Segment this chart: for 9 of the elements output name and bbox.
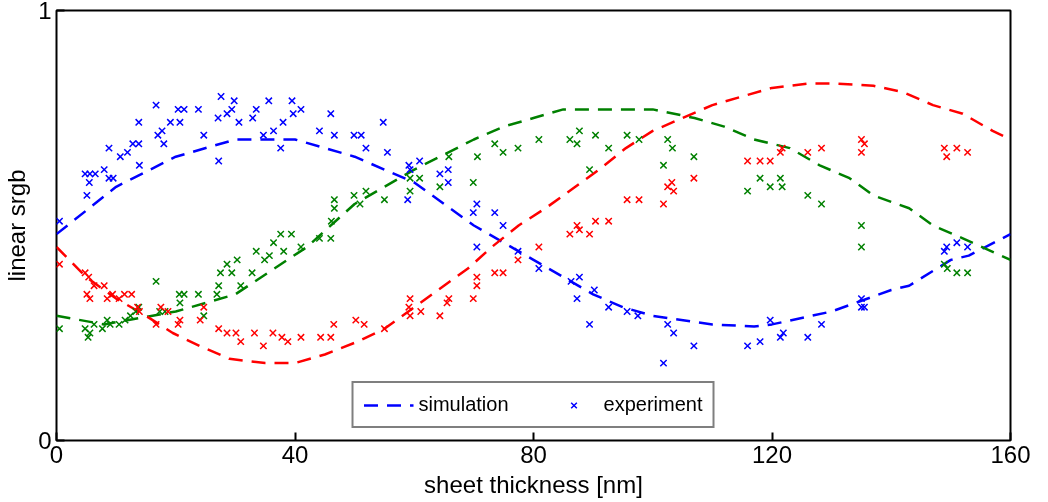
- x-axis-title: sheet thickness [nm]: [424, 470, 643, 498]
- x-tick-label: 80: [520, 440, 547, 468]
- x-tick-label: 120: [751, 440, 793, 468]
- y-axis-title: linear srgb: [3, 169, 31, 282]
- legend-label: experiment: [603, 393, 703, 416]
- legend-label: simulation: [418, 393, 509, 416]
- y-tick-label: 1: [38, 0, 52, 24]
- x-tick-label: 40: [281, 440, 309, 468]
- x-tick-label: 160: [990, 440, 1031, 468]
